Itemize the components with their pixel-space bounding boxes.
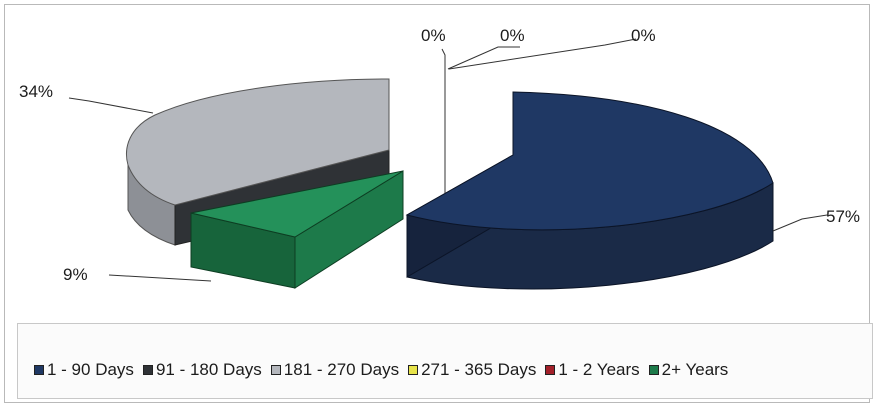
leader-line-34: [69, 98, 153, 113]
legend-swatch-181-270-days: [271, 365, 281, 375]
leader-line-9: [109, 275, 211, 281]
leader-line-0-c: [449, 39, 636, 69]
chart-frame: 34% 9% 57% 0% 0% 0% 1 - 90 Days 91 - 180…: [4, 4, 870, 403]
legend-label-2-plus-years: 2+ Years: [662, 360, 729, 380]
legend-item-1-2-years: 1 - 2 Years: [545, 360, 639, 380]
legend-item-1-90-days: 1 - 90 Days: [34, 360, 134, 380]
leader-line-57: [773, 215, 827, 231]
legend-label-181-270-days: 181 - 270 Days: [284, 360, 399, 380]
legend-label-1-2-years: 1 - 2 Years: [558, 360, 639, 380]
label-0-percent-b: 0%: [500, 26, 525, 45]
legend-swatch-271-365-days: [408, 365, 418, 375]
legend-item-2-plus-years: 2+ Years: [649, 360, 729, 380]
legend-swatch-1-90-days: [34, 365, 44, 375]
legend-item-181-270-days: 181 - 270 Days: [271, 360, 399, 380]
label-0-percent-c: 0%: [631, 26, 656, 45]
label-57-percent: 57%: [826, 207, 860, 226]
label-0-percent-a: 0%: [421, 26, 446, 45]
leader-line-0-b: [448, 47, 520, 69]
legend-row: 1 - 90 Days 91 - 180 Days 181 - 270 Days…: [34, 360, 737, 380]
legend-label-1-90-days: 1 - 90 Days: [47, 360, 134, 380]
legend-swatch-91-180-days: [143, 365, 153, 375]
legend-label-271-365-days: 271 - 365 Days: [421, 360, 536, 380]
legend-swatch-2-plus-years: [649, 365, 659, 375]
legend-item-271-365-days: 271 - 365 Days: [408, 360, 536, 380]
leader-line-0-a: [442, 49, 445, 193]
legend-swatch-1-2-years: [545, 365, 555, 375]
label-9-percent: 9%: [63, 265, 88, 284]
legend-label-91-180-days: 91 - 180 Days: [156, 360, 262, 380]
legend: 1 - 90 Days 91 - 180 Days 181 - 270 Days…: [17, 323, 873, 399]
legend-item-91-180-days: 91 - 180 Days: [143, 360, 262, 380]
label-34-percent: 34%: [19, 82, 53, 101]
